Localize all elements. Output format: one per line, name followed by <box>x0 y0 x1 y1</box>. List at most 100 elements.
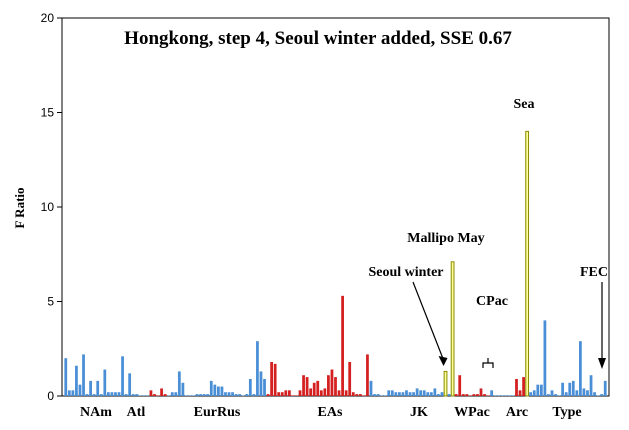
y-tick-label: 15 <box>41 106 55 120</box>
bar-42 <box>213 384 217 396</box>
bars-group <box>64 130 607 397</box>
bar-55 <box>259 371 263 396</box>
bar-128 <box>518 390 522 396</box>
bar-46 <box>227 392 231 396</box>
bar-72 <box>319 390 323 396</box>
bar-87 <box>373 394 376 396</box>
group-label-atl: Atl <box>127 405 146 420</box>
bar-93 <box>394 392 398 396</box>
bar-1 <box>67 390 71 396</box>
bar-109 <box>450 261 455 397</box>
bar-75 <box>330 369 334 396</box>
bar-74 <box>327 375 330 396</box>
bar-77 <box>337 390 341 396</box>
bar-28 <box>163 394 167 396</box>
bar-25 <box>153 394 156 396</box>
bar-79 <box>344 390 348 396</box>
group-label-jk: JK <box>410 405 428 420</box>
bar-44 <box>220 386 224 396</box>
bar-63 <box>287 390 291 396</box>
group-label-wpac: WPac <box>454 405 490 420</box>
y-tick-label: 10 <box>41 200 55 214</box>
bar-4 <box>78 384 82 396</box>
bar-107 <box>443 370 448 397</box>
bar-125 <box>508 395 511 396</box>
bar-39 <box>202 394 206 396</box>
bar-152 <box>603 380 607 396</box>
bar-119 <box>486 395 490 396</box>
bar-52 <box>248 378 252 396</box>
group-label-nam: NAm <box>80 405 112 420</box>
bar-73 <box>323 388 327 396</box>
bar-0 <box>64 358 68 396</box>
bar-102 <box>426 392 430 396</box>
y-axis-label: F Ratio <box>12 187 27 228</box>
bar-116 <box>476 394 479 396</box>
bar-49 <box>238 394 242 396</box>
bar-118 <box>483 394 486 396</box>
bar-94 <box>398 392 401 396</box>
fec-arrow-head <box>598 358 606 369</box>
group-label-type: Type <box>552 405 581 420</box>
bar-85 <box>366 354 369 396</box>
y-tick-label: 5 <box>47 295 54 309</box>
bar-137 <box>550 390 554 396</box>
bar-130 <box>525 130 530 397</box>
bar-12 <box>106 392 110 396</box>
bar-43 <box>217 386 220 396</box>
bar-31 <box>174 392 178 396</box>
bar-134 <box>539 384 543 396</box>
bar-36 <box>192 395 195 396</box>
bar-80 <box>348 361 352 396</box>
annotation-arrows <box>412 281 606 369</box>
bar-67 <box>302 375 305 396</box>
bar-104 <box>433 388 437 396</box>
bar-132 <box>532 390 536 396</box>
bar-27 <box>160 388 163 396</box>
seoul-winter-arrow-head <box>438 356 448 366</box>
bar-60 <box>277 392 281 396</box>
bar-8 <box>92 394 96 396</box>
bar-59 <box>273 363 277 396</box>
bar-138 <box>554 394 557 396</box>
bar-105 <box>437 394 440 396</box>
chart-title: Hongkong, step 4, Seoul winter added, SS… <box>124 28 512 49</box>
bar-34 <box>185 395 188 396</box>
bar-141 <box>564 392 568 396</box>
bar-45 <box>224 392 227 396</box>
bar-98 <box>412 392 415 396</box>
bar-17 <box>124 394 128 396</box>
bar-83 <box>358 394 362 396</box>
bar-3 <box>75 365 78 396</box>
bar-91 <box>387 390 391 396</box>
bar-23 <box>146 395 149 396</box>
group-label-eas: EAs <box>318 405 343 420</box>
bar-96 <box>405 390 408 396</box>
bar-103 <box>429 392 433 396</box>
bar-41 <box>209 380 213 396</box>
bar-14 <box>114 392 117 396</box>
bar-143 <box>571 380 575 396</box>
bar-95 <box>401 392 405 396</box>
bar-64 <box>291 395 295 396</box>
bar-2 <box>71 390 75 396</box>
bar-32 <box>177 371 181 396</box>
bar-15 <box>117 392 121 396</box>
bar-123 <box>500 395 504 396</box>
annotation-sea: Sea <box>514 97 535 112</box>
bar-150 <box>596 395 600 396</box>
bar-56 <box>263 378 266 396</box>
bar-112 <box>461 394 465 396</box>
bar-115 <box>472 394 476 396</box>
bar-108 <box>447 394 451 396</box>
bar-9 <box>96 380 100 396</box>
bar-146 <box>582 388 586 396</box>
bar-71 <box>316 380 320 396</box>
bar-70 <box>312 382 316 396</box>
y-tick-label: 0 <box>47 389 54 403</box>
bar-140 <box>561 382 565 396</box>
bar-29 <box>167 395 171 396</box>
bar-13 <box>110 392 114 396</box>
bar-111 <box>458 375 462 396</box>
